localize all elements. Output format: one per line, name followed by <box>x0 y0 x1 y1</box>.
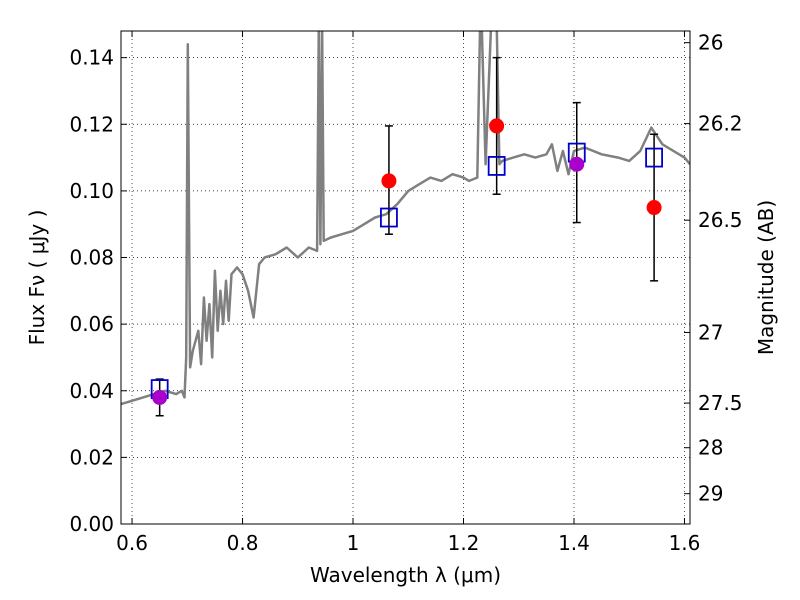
x-tick-label: 1.2 <box>448 531 480 555</box>
x-tick-label: 0.8 <box>227 531 259 555</box>
y-tick-label: 0.12 <box>69 112 114 136</box>
observed-point <box>381 173 397 189</box>
observed-point <box>152 389 168 405</box>
y-tick-label: 0.02 <box>69 445 114 469</box>
y-tick-label: 0.06 <box>69 312 114 336</box>
right-tick-label: 26 <box>698 31 723 55</box>
observed-point <box>489 118 505 134</box>
y-tick-label: 0.14 <box>69 46 114 70</box>
right-tick-label: 27 <box>698 320 723 344</box>
model-point <box>380 207 398 228</box>
observed-circle-layer <box>152 118 662 405</box>
model-square-layer <box>150 142 663 399</box>
spectrum-line <box>121 31 690 406</box>
tick-layer: 0.6 0.8 1 1.2 1.4 1.6 0.00 0.02 0.04 0.06 0.08 0.10… <box>69 31 742 555</box>
right-tick-label: 28 <box>698 436 723 460</box>
observed-point <box>646 200 662 216</box>
plot-frame <box>120 30 691 525</box>
y-axis-label: Flux Fν ( μJy ) <box>25 210 49 346</box>
x-tick-label: 1.6 <box>669 531 701 555</box>
x-tick-label: 0.6 <box>116 531 148 555</box>
right-axis-label: Magnitude (AB) <box>754 200 778 355</box>
y-tick-label: 0.00 <box>69 512 114 536</box>
model-point <box>645 147 663 168</box>
right-tick-label: 26.5 <box>698 208 743 232</box>
x-tick-label: 1 <box>347 531 360 555</box>
y-tick-label: 0.10 <box>69 179 114 203</box>
y-tick-label: 0.04 <box>69 379 114 403</box>
right-tick-label: 27.5 <box>698 391 743 415</box>
x-tick-label: 1.4 <box>558 531 590 555</box>
x-axis-label: Wavelength λ (μm) <box>310 563 501 587</box>
model-point <box>487 156 506 176</box>
right-tick-label: 29 <box>698 482 723 506</box>
right-tick-label: 26.2 <box>698 112 743 136</box>
y-tick-label: 0.08 <box>69 246 114 270</box>
spectrum-layer <box>121 31 690 406</box>
observed-point <box>569 156 585 172</box>
